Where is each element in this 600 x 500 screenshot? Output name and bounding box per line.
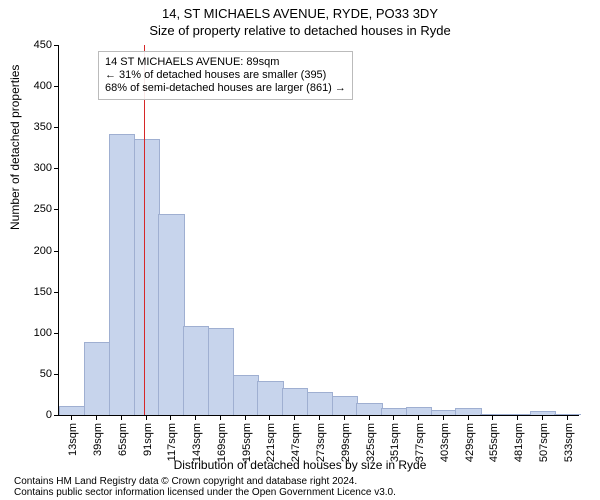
- reference-line: [144, 45, 145, 415]
- xtick-label: 533sqm: [563, 423, 575, 462]
- xtick-label: 221sqm: [265, 423, 277, 462]
- ytick-label: 350: [22, 121, 52, 133]
- xtick-label: 325sqm: [365, 423, 377, 462]
- histogram-bar: [530, 411, 556, 415]
- xtick-label: 455sqm: [488, 423, 500, 462]
- xtick-label: 273sqm: [315, 423, 327, 462]
- histogram-bar: [307, 392, 333, 415]
- histogram-bar: [455, 408, 481, 415]
- histogram-bar: [431, 410, 457, 415]
- histogram-bar: [332, 396, 358, 415]
- xtick-label: 117sqm: [166, 423, 178, 461]
- histogram-bar: [257, 381, 283, 415]
- histogram-bar: [282, 388, 308, 415]
- ytick-label: 100: [22, 327, 52, 339]
- histogram-bar: [233, 375, 259, 415]
- ytick-label: 200: [22, 245, 52, 257]
- histogram-bar: [208, 328, 234, 415]
- annot-line3: 68% of semi-detached houses are larger (…: [105, 82, 346, 95]
- page-subtitle: Size of property relative to detached ho…: [0, 21, 600, 38]
- xtick-label: 143sqm: [191, 423, 203, 462]
- xtick-label: 169sqm: [216, 423, 228, 462]
- ytick-label: 150: [22, 286, 52, 298]
- histogram-bar: [406, 407, 432, 415]
- histogram-bar: [554, 414, 580, 415]
- histogram-bar: [109, 134, 135, 415]
- plot-area: 13sqm39sqm65sqm91sqm117sqm143sqm169sqm19…: [58, 45, 578, 415]
- page-title: 14, ST MICHAELS AVENUE, RYDE, PO33 3DY: [0, 0, 600, 21]
- ytick-label: 450: [22, 39, 52, 51]
- histogram-bar: [84, 342, 110, 415]
- ytick-label: 50: [22, 368, 52, 380]
- xtick-label: 91sqm: [142, 423, 154, 456]
- histogram-bar: [381, 408, 407, 415]
- xtick-label: 481sqm: [513, 423, 525, 462]
- histogram-bar: [134, 139, 160, 415]
- ytick-label: 0: [22, 409, 52, 421]
- xtick-label: 195sqm: [241, 423, 253, 462]
- ytick-label: 250: [22, 203, 52, 215]
- xtick-label: 403sqm: [439, 423, 451, 462]
- ytick-label: 300: [22, 162, 52, 174]
- histogram-bar: [183, 326, 209, 415]
- ytick-label: 400: [22, 80, 52, 92]
- annotation-box: 14 ST MICHAELS AVENUE: 89sqm ← 31% of de…: [98, 51, 353, 100]
- xtick-label: 377sqm: [414, 423, 426, 462]
- annot-line1: 14 ST MICHAELS AVENUE: 89sqm: [105, 56, 346, 69]
- attribution-text: Contains HM Land Registry data © Crown c…: [14, 476, 396, 498]
- xtick-label: 429sqm: [464, 423, 476, 462]
- histogram-bar: [158, 214, 184, 415]
- xtick-label: 247sqm: [290, 423, 302, 462]
- histogram-bar: [59, 406, 85, 415]
- histogram-bar: [356, 403, 382, 416]
- xtick-label: 351sqm: [389, 423, 401, 462]
- annot-line2: ← 31% of detached houses are smaller (39…: [105, 69, 346, 82]
- xtick-label: 507sqm: [538, 423, 550, 462]
- attr-line2: Contains public sector information licen…: [14, 487, 396, 498]
- xtick-label: 39sqm: [92, 423, 104, 456]
- x-axis-label: Distribution of detached houses by size …: [0, 458, 600, 472]
- attr-line1: Contains HM Land Registry data © Crown c…: [14, 476, 396, 487]
- xtick-label: 299sqm: [340, 423, 352, 462]
- xtick-label: 65sqm: [117, 423, 129, 456]
- y-axis-label: Number of detached properties: [8, 65, 22, 230]
- xtick-label: 13sqm: [67, 423, 79, 456]
